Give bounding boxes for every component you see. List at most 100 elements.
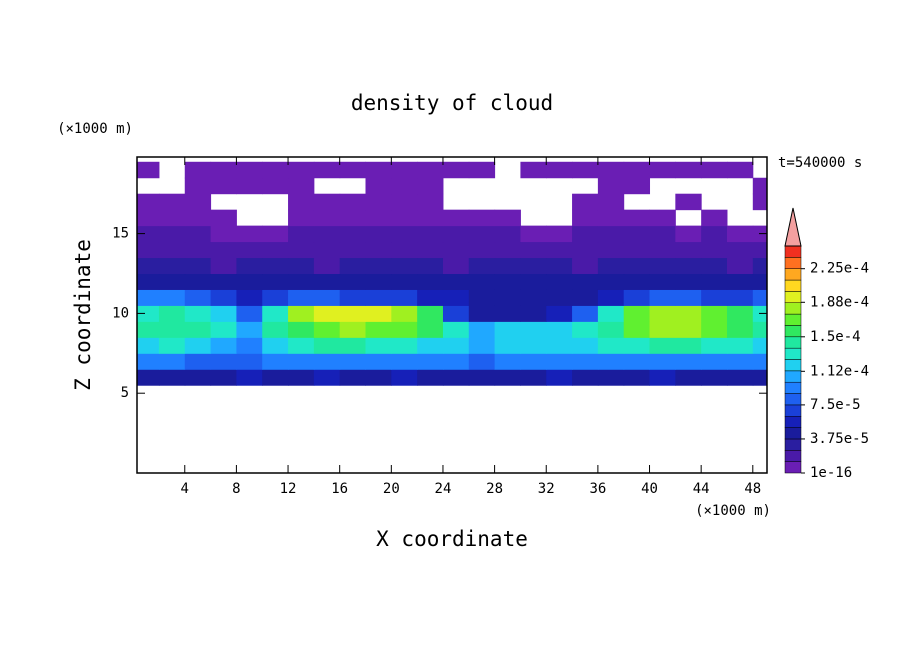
contour-cell [288, 161, 315, 179]
colorbar-swatch [784, 245, 802, 258]
contour-cell [520, 273, 547, 290]
contour-cell [623, 369, 651, 386]
contour-cell [313, 369, 341, 386]
x-axis-label: X coordinate [376, 527, 528, 551]
contour-cell [572, 305, 599, 322]
contour-cell [184, 209, 212, 227]
contour-cell [288, 273, 315, 290]
colorbar-swatch [784, 347, 802, 360]
x-tick-label: 8 [232, 481, 240, 497]
colorbar-tick-label: 3.75e-5 [810, 431, 869, 447]
contour-cell [675, 353, 702, 370]
contour-cell [468, 289, 496, 306]
contour-cell [417, 273, 444, 290]
y-tick-label: 15 [112, 226, 129, 242]
contour-cell [649, 369, 676, 386]
contour-cell [365, 305, 392, 322]
x-tick-label: 44 [693, 481, 710, 497]
contour-cell [597, 193, 625, 211]
contour-cell [572, 273, 599, 290]
contour-cell [649, 273, 676, 290]
contour-cell [675, 289, 702, 306]
contour-cell [158, 193, 186, 211]
contour-cell [623, 225, 651, 243]
contour-cell [210, 273, 237, 290]
contour-cell [752, 273, 768, 290]
contour-cell [726, 321, 754, 338]
contour-cell [417, 321, 444, 338]
contour-cell [468, 369, 496, 386]
contour-cell [158, 337, 186, 354]
colorbar-swatch [784, 404, 802, 417]
contour-cell [391, 193, 418, 211]
contour-cell [184, 193, 212, 211]
contour-cell [391, 353, 418, 370]
contour-cell [339, 305, 367, 322]
y-tick-label: 5 [121, 385, 129, 401]
contour-cell [417, 337, 444, 354]
contour-cell [184, 305, 212, 322]
contour-cell [339, 337, 367, 354]
contour-cell [391, 209, 418, 227]
contour-cell [649, 209, 676, 227]
contour-cell [546, 161, 573, 179]
contour-cell [752, 177, 768, 195]
contour-cell [365, 225, 392, 243]
contour-cell [391, 273, 418, 290]
contour-cell [494, 337, 521, 354]
contour-cell [262, 177, 289, 195]
contour-cell [417, 161, 444, 179]
contour-cell [494, 305, 521, 322]
contour-cell [520, 369, 547, 386]
contour-cell [701, 225, 728, 243]
colorbar-swatch [784, 461, 802, 474]
contour-cell [210, 257, 237, 275]
colorbar-swatch [784, 313, 802, 326]
contour-cell [701, 209, 728, 227]
contour-cell [546, 225, 573, 243]
contour-cell [597, 177, 625, 195]
contour-cell [468, 209, 496, 227]
contour-cell [597, 289, 625, 306]
contour-cell [158, 289, 186, 306]
contour-cell [494, 369, 521, 386]
contour-cell [365, 369, 392, 386]
contour-cell [391, 241, 418, 259]
colorbar-swatch [784, 427, 802, 440]
contour-cell [417, 241, 444, 259]
contour-cell [701, 273, 728, 290]
colorbar-swatch [784, 268, 802, 281]
contour-cell [313, 193, 341, 211]
contour-cell [546, 321, 573, 338]
colorbar-swatch [784, 279, 802, 292]
contour-cell [442, 353, 470, 370]
contour-cell [262, 161, 289, 179]
contour-cell [572, 257, 599, 275]
contour-cell [752, 289, 768, 306]
contour-cell [520, 305, 547, 322]
contour-cell [184, 177, 212, 195]
colorbar-tick-label: 7.5e-5 [810, 397, 861, 413]
contour-cell [752, 193, 768, 211]
contour-cell [288, 209, 315, 227]
contour-cell [391, 305, 418, 322]
colorbar-swatch [784, 438, 802, 451]
contour-cell [210, 241, 237, 259]
contour-cell [520, 321, 547, 338]
contour-cell [494, 209, 521, 227]
contour-cell [288, 369, 315, 386]
colorbar-swatch [784, 336, 802, 349]
contour-cell [701, 241, 728, 259]
contour-cell [158, 209, 186, 227]
contour-cell [391, 337, 418, 354]
contour-cell [468, 337, 496, 354]
contour-cell [391, 369, 418, 386]
x-tick-label: 28 [486, 481, 503, 497]
contour-cell [494, 353, 521, 370]
contour-cell [288, 257, 315, 275]
contour-cell [210, 305, 237, 322]
contour-cell [726, 305, 754, 322]
contour-cell [137, 209, 160, 227]
contour-cell [137, 273, 160, 290]
colorbar-swatch [784, 325, 802, 338]
